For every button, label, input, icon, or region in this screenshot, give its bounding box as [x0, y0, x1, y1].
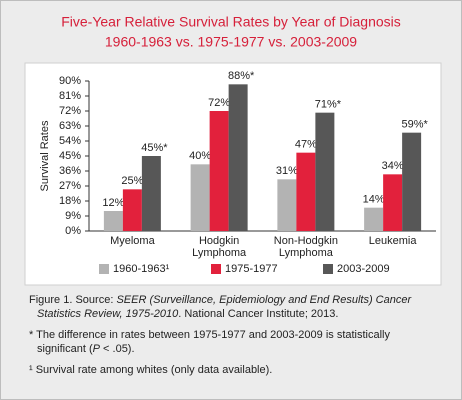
chart-subtitle: 1960-1963 vs. 1975-1977 vs. 2003-2009: [105, 34, 357, 50]
legend-label: 2003-2009: [337, 263, 390, 275]
legend-label: 1975-1977: [225, 263, 278, 275]
bar: [277, 179, 297, 231]
footnote: ¹ Survival rate among whites (only data …: [29, 364, 273, 376]
y-axis-label: Survival Rates: [39, 120, 51, 191]
y-tick-label: 9%: [65, 210, 81, 222]
caption: Figure 1. Source: SEER (Surveillance, Ep…: [29, 293, 439, 384]
value-label: 47%: [295, 139, 317, 151]
bar: [364, 207, 384, 231]
bar: [103, 211, 123, 231]
value-label: 40%: [189, 150, 211, 162]
y-tick-label: 0%: [65, 225, 81, 237]
legend-label: 1960-1963¹: [113, 263, 170, 275]
value-label: 34%: [382, 160, 404, 172]
value-label: 71%*: [315, 99, 342, 111]
bar: [228, 84, 248, 231]
y-tick-label: 72%: [59, 105, 81, 117]
footnote: * The difference in rates between 1975-1…: [29, 328, 439, 356]
legend-swatch: [211, 264, 221, 274]
legend-swatch: [99, 264, 109, 274]
value-label: 88%*: [228, 70, 255, 82]
footnote-text: * The difference in rates between 1975-1…: [29, 329, 390, 355]
y-tick-label: 81%: [59, 90, 81, 102]
bar: [315, 112, 335, 231]
legend-swatch: [323, 264, 333, 274]
x-tick-label: Non-Hodgkin Lymphoma: [273, 235, 338, 259]
y-tick-label: 45%: [59, 150, 81, 162]
bar: [209, 111, 229, 231]
value-label: 31%: [276, 165, 298, 177]
bar: [296, 152, 316, 231]
chart-title: Five-Year Relative Survival Rates by Yea…: [61, 14, 401, 30]
bar: [383, 174, 403, 231]
figure-caption: Figure 1. Source: SEER (Surveillance, Ep…: [29, 293, 439, 321]
bar: [402, 132, 422, 231]
y-tick-label: 54%: [59, 135, 81, 147]
y-tick-label: 90%: [59, 75, 81, 87]
footnote-text: < .05).: [99, 343, 135, 355]
bar: [190, 164, 210, 231]
value-label: 12%: [102, 197, 124, 209]
footnote-text: P: [92, 343, 100, 355]
y-tick-label: 36%: [59, 165, 81, 177]
x-tick-label: Myeloma: [110, 235, 155, 247]
x-tick-label: Hodgkin Lymphoma: [192, 235, 247, 259]
value-label: 59%*: [401, 119, 428, 131]
y-tick-label: 63%: [59, 120, 81, 132]
y-tick-label: 18%: [59, 195, 81, 207]
bar: [141, 156, 161, 231]
value-label: 25%: [121, 175, 143, 187]
bar: [122, 189, 142, 231]
y-tick-label: 27%: [59, 180, 81, 192]
value-label: 14%: [363, 194, 385, 206]
caption-text: . National Cancer Institute; 2013.: [178, 308, 339, 320]
caption-source: SEER (Surveillance, Epidemiology and End…: [37, 294, 412, 320]
caption-text: Figure 1. Source:: [29, 294, 117, 306]
x-tick-label: Leukemia: [368, 235, 417, 247]
value-label: 45%*: [141, 142, 168, 154]
value-label: 72%: [208, 97, 230, 109]
